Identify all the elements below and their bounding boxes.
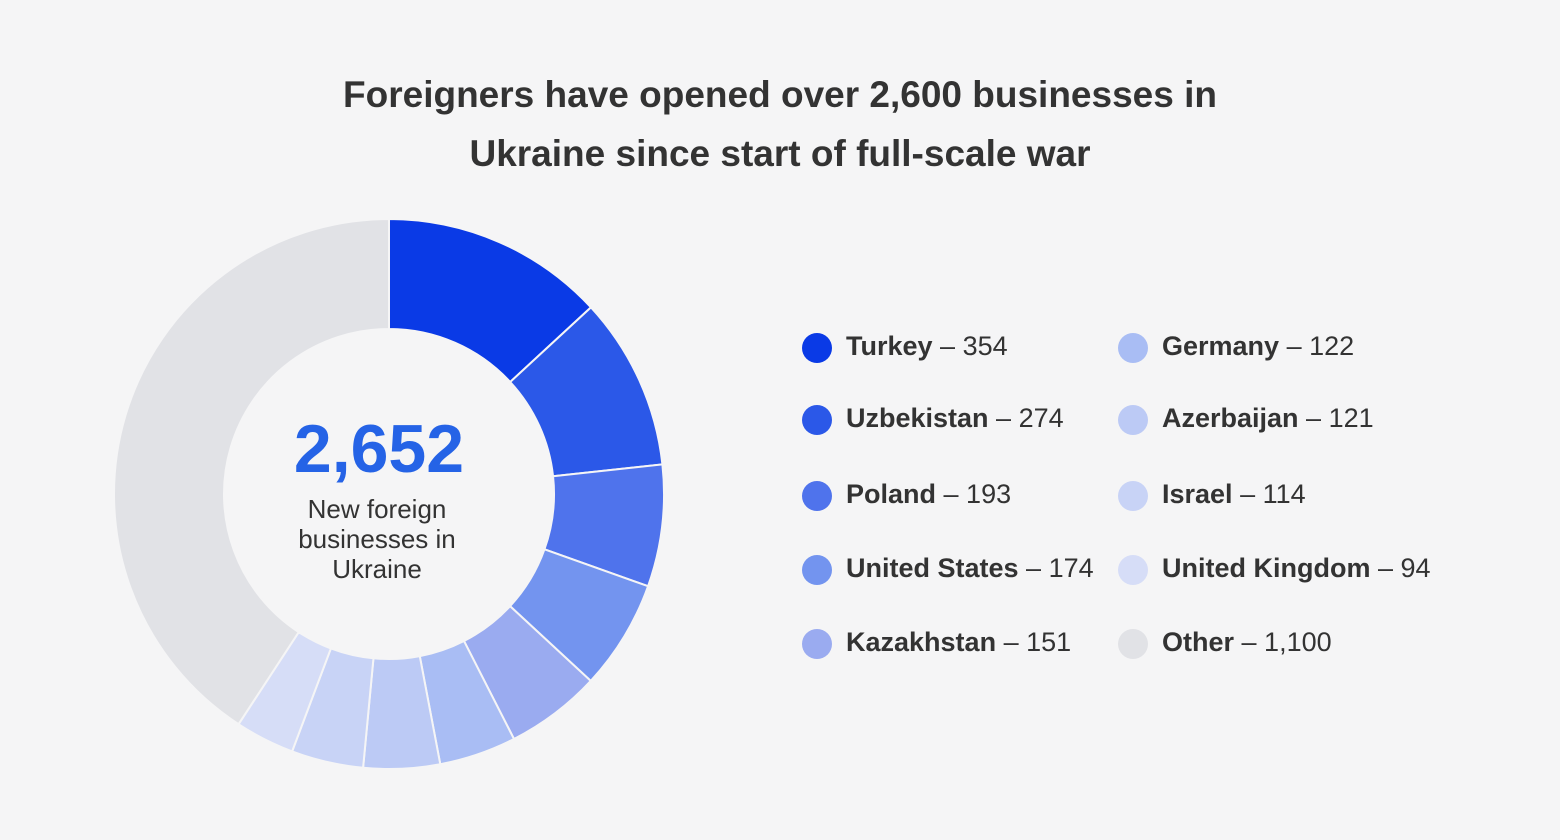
legend-category: Israel: [1162, 479, 1233, 509]
donut-slice: [113, 217, 390, 726]
legend-category: Turkey: [846, 331, 933, 361]
legend-label: Poland – 193: [846, 479, 1011, 509]
legend-label: United Kingdom – 94: [1162, 553, 1431, 583]
legend-label: Germany – 122: [1162, 331, 1354, 361]
legend-separator: –: [1370, 553, 1400, 583]
legend-value: 94: [1401, 553, 1431, 583]
legend-swatch: [1118, 481, 1148, 511]
legend-separator: –: [996, 627, 1026, 657]
legend-separator: –: [1019, 553, 1049, 583]
legend-separator: –: [1279, 331, 1309, 361]
legend-separator: –: [936, 479, 966, 509]
legend-label: Uzbekistan – 274: [846, 403, 1064, 433]
center-value: 2,652: [293, 411, 465, 487]
legend-swatch: [1118, 629, 1148, 659]
legend-label: Kazakhstan – 151: [846, 627, 1071, 657]
legend-separator: –: [1233, 479, 1263, 509]
legend-label: Other – 1,100: [1162, 627, 1332, 657]
chart-title: Ukraine since start of full-scale war: [469, 133, 1091, 174]
legend-separator: –: [989, 403, 1019, 433]
legend-swatch: [1118, 405, 1148, 435]
legend-swatch: [802, 555, 832, 585]
legend-label: Azerbaijan – 121: [1162, 403, 1374, 433]
legend-separator: –: [1299, 403, 1329, 433]
legend-swatch: [802, 481, 832, 511]
chart-title: Foreigners have opened over 2,600 busine…: [343, 74, 1217, 115]
legend-value: 1,100: [1264, 627, 1332, 657]
legend-category: Kazakhstan: [846, 627, 996, 657]
legend-value: 114: [1263, 479, 1306, 509]
legend-value: 122: [1309, 331, 1354, 361]
legend-category: Poland: [846, 479, 936, 509]
legend-swatch: [802, 333, 832, 363]
legend-label: Israel – 114: [1162, 479, 1306, 509]
legend-category: Azerbaijan: [1162, 403, 1299, 433]
legend-category: United Kingdom: [1162, 553, 1370, 583]
legend-value: 151: [1026, 627, 1071, 657]
donut-hole: [225, 330, 553, 658]
legend-category: Uzbekistan: [846, 403, 989, 433]
legend-value: 193: [966, 479, 1011, 509]
legend-category: Other: [1162, 627, 1235, 657]
legend-value: 174: [1049, 553, 1094, 583]
legend-category: Germany: [1162, 331, 1279, 361]
legend-value: 354: [963, 331, 1008, 361]
legend-category: United States: [846, 553, 1019, 583]
legend-label: Turkey – 354: [846, 331, 1008, 361]
center-text: New foreign businesses in Ukraine: [298, 494, 456, 584]
legend-separator: –: [1234, 627, 1264, 657]
legend-label: United States – 174: [846, 553, 1094, 583]
legend-separator: –: [933, 331, 963, 361]
legend-swatch: [802, 629, 832, 659]
legend-value: 121: [1329, 403, 1374, 433]
legend-swatch: [1118, 555, 1148, 585]
legend-swatch: [802, 405, 832, 435]
legend-swatch: [1118, 333, 1148, 363]
legend-value: 274: [1019, 403, 1064, 433]
